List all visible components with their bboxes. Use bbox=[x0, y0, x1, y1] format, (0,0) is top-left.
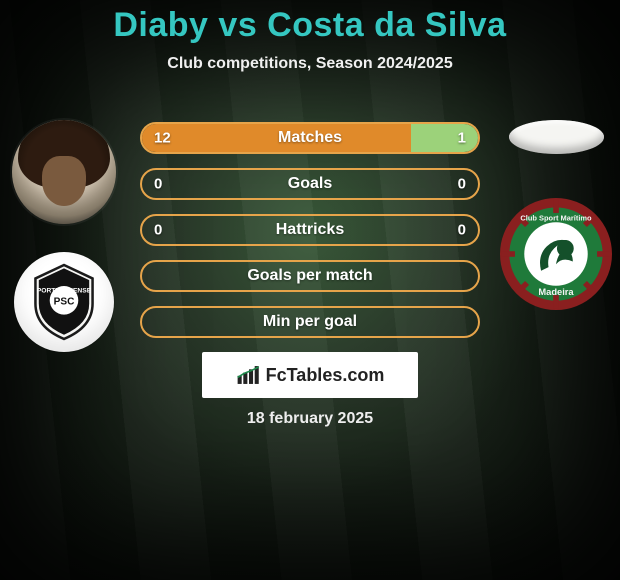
stat-value-left: 0 bbox=[154, 176, 162, 193]
player-left-avatar bbox=[12, 120, 116, 224]
stat-label: Hattricks bbox=[276, 221, 344, 239]
maritimo-crest-icon: Club Sport Marítimo Madeira bbox=[500, 198, 612, 310]
bars-icon bbox=[236, 364, 262, 386]
subtitle: Club competitions, Season 2024/2025 bbox=[0, 55, 620, 73]
player-right-avatar-placeholder bbox=[509, 120, 604, 154]
date-text: 18 february 2025 bbox=[0, 410, 620, 428]
svg-text:Club Sport Marítimo: Club Sport Marítimo bbox=[520, 213, 592, 222]
stat-bar: Hattricks 0 0 bbox=[140, 214, 480, 246]
stat-bars: Matches 12 1 Goals 0 0 Hattricks 0 0 Goals per ma… bbox=[140, 122, 480, 338]
content: Diaby vs Costa da Silva Club competition… bbox=[0, 0, 620, 580]
stat-bar: Goals 0 0 bbox=[140, 168, 480, 200]
portimonense-crest-icon: PORTIMONENSE PSC bbox=[22, 260, 106, 344]
stat-value-right: 1 bbox=[458, 130, 466, 147]
club-left-badge: PORTIMONENSE PSC bbox=[14, 252, 114, 352]
stat-label: Goals bbox=[288, 175, 332, 193]
stat-label: Goals per match bbox=[247, 267, 372, 285]
stat-bar: Matches 12 1 bbox=[140, 122, 480, 154]
watermark-text: FcTables.com bbox=[266, 365, 385, 386]
stat-value-left: 0 bbox=[154, 222, 162, 239]
stat-bar: Min per goal bbox=[140, 306, 480, 338]
stat-label: Matches bbox=[278, 129, 342, 147]
avatar-face bbox=[42, 156, 86, 206]
left-column: PORTIMONENSE PSC bbox=[4, 120, 124, 352]
watermark: FcTables.com bbox=[202, 352, 418, 398]
stat-value-right: 0 bbox=[458, 176, 466, 193]
stat-fill-left bbox=[142, 124, 411, 152]
stat-value-left: 12 bbox=[154, 130, 171, 147]
stat-bar: Goals per match bbox=[140, 260, 480, 292]
page-title: Diaby vs Costa da Silva bbox=[0, 6, 620, 45]
club-right-badge: Club Sport Marítimo Madeira bbox=[500, 198, 612, 310]
stat-value-right: 0 bbox=[458, 222, 466, 239]
stat-fill-right bbox=[411, 124, 478, 152]
svg-text:PORTIMONENSE: PORTIMONENSE bbox=[37, 288, 92, 295]
svg-text:Madeira: Madeira bbox=[538, 287, 574, 297]
svg-text:PSC: PSC bbox=[54, 297, 75, 308]
right-column: Club Sport Marítimo Madeira bbox=[496, 120, 616, 310]
stat-label: Min per goal bbox=[263, 313, 357, 331]
